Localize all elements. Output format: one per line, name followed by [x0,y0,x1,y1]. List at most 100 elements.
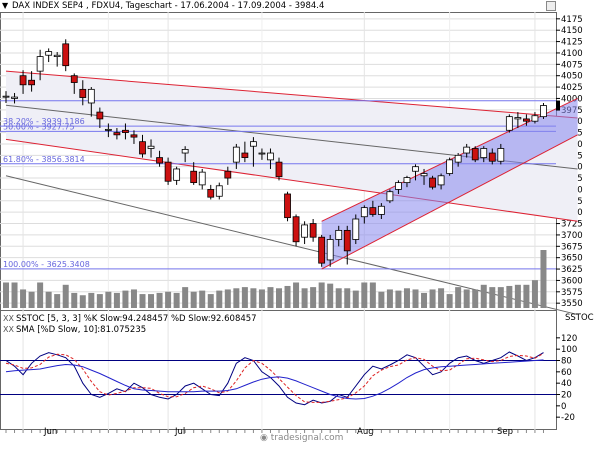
oscillator-panel-frame [0,310,557,430]
y-tick-label: 4175 [561,15,583,25]
settings-icon[interactable] [546,1,556,11]
candle [36,56,44,72]
volume-bar [37,282,44,308]
candle [104,128,112,131]
fib-label: 100.00% - 3625.3408 [3,260,90,269]
volume-bar [344,288,351,308]
volume-bar [438,288,445,308]
y-tick-label: 3550 [561,299,583,309]
volume-bar [3,282,9,308]
candle [480,148,488,158]
candle [198,171,206,186]
volume-bar [540,250,547,308]
candle [190,170,198,184]
volume-bar [11,282,18,308]
volume-bar [20,289,27,308]
sstoc-values: SSTOC [5, 3, 3] %K Slow:94.248457 %D Slo… [15,314,257,324]
y-tick-label: 3700 [561,231,583,241]
osc-y-tick-label: 60 [561,368,572,378]
volume-bar [480,284,487,308]
candle [224,170,232,179]
volume-bar [506,285,513,308]
x-tick-label: Jul [174,427,185,437]
candle [215,185,223,197]
y-tick-label: 4125 [561,38,583,48]
candle [403,177,411,184]
y-tick-label: 4150 [561,26,583,36]
volume-bar [54,294,61,308]
volume-bar [412,289,419,308]
candle [164,161,172,182]
candle [45,51,53,56]
osc-y-tick-label: 80 [561,357,572,367]
fib-label: 50.00% - 3927.75 [3,122,75,131]
close-icon[interactable]: XX [3,325,14,334]
candle [139,141,146,155]
chart-header: ▼ DAX INDEX SEP4 , FDXU4, Tageschart - 1… [0,0,600,12]
y-tick-label: 4050 [561,72,583,82]
candle [207,189,215,198]
candle [488,152,496,162]
osc-series-dslow [5,352,544,403]
oscillator-name: SSTOC [565,313,594,323]
candle [130,134,138,138]
candle [113,132,121,136]
osc-y-tick-label: 100 [561,345,577,355]
watermark: ◉ tradesignal.com [260,433,344,443]
volume-bar [352,290,359,308]
osc-y-tick-label: 120 [561,334,577,344]
candle [2,95,10,98]
volume-bar [403,288,410,308]
up-channel-fill [321,98,578,270]
fib-label: 38.20% - 3939.1186 [3,117,85,126]
candle [335,229,343,240]
y-tick-label: 4100 [561,49,583,59]
volume-bar [241,287,248,308]
candle [369,207,377,215]
volume-bar [378,291,385,308]
candle [454,154,462,163]
candle [497,148,505,162]
volume-bar [472,289,479,308]
osc-y-tick-label: 0 [561,402,566,412]
last-price-marker [556,100,560,111]
volume-bar [250,288,257,308]
candle [343,229,351,252]
volume-bar [258,289,265,308]
up-channel-lower [321,134,578,270]
candle [292,216,300,243]
candle [429,177,436,188]
candle [232,146,240,163]
trend-line-support [5,138,578,222]
candle [241,152,249,158]
fib-label: 61.80% - 3856.3814 [3,155,85,164]
volume-bar [301,288,308,308]
volume-bar [105,291,112,308]
volume-bar [233,288,240,308]
candle [523,118,530,122]
volume-bar [207,294,214,308]
candle [531,115,539,122]
candle [70,75,78,83]
y-tick-label: 3575 [561,288,583,298]
candle [420,173,428,177]
volume-bar [79,295,86,308]
candle [352,218,360,240]
y-tick-label: 4025 [561,83,583,93]
volume-bar [165,291,172,308]
candle [318,236,326,264]
candle [386,191,394,202]
volume-bar [361,282,368,308]
candle [514,117,522,120]
candle [147,145,155,149]
volume-bar [284,285,291,308]
close-icon[interactable]: XX [3,314,14,323]
volume-bar [463,289,470,308]
volume-bar [182,287,189,308]
osc-y-tick-label: 40 [561,379,572,389]
volume-bar [148,294,155,308]
menu-triangle-icon[interactable]: ▼ [2,1,9,10]
candle [122,129,129,133]
volume-bar [190,291,197,308]
